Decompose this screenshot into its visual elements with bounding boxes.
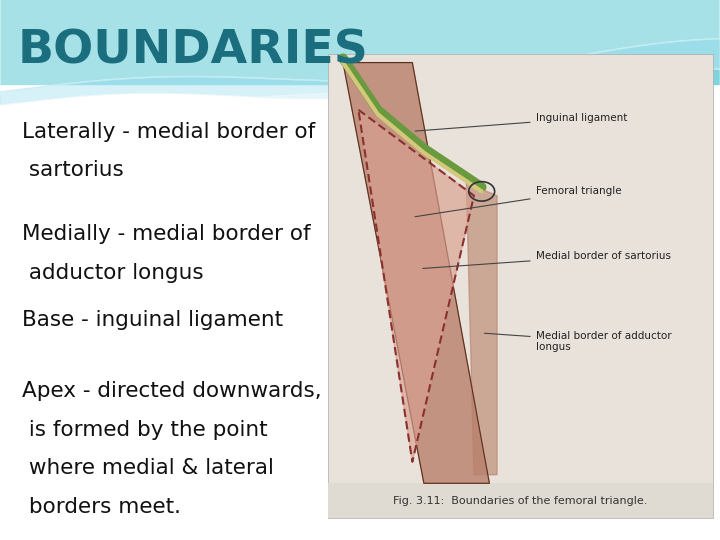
- Text: Femoral triangle: Femoral triangle: [415, 186, 621, 217]
- Text: Medial border of adductor
longus: Medial border of adductor longus: [485, 331, 671, 353]
- Text: Medially - medial border of: Medially - medial border of: [22, 224, 310, 244]
- Text: borders meet.: borders meet.: [22, 497, 181, 517]
- Text: adductor longus: adductor longus: [22, 263, 203, 283]
- Text: Laterally - medial border of: Laterally - medial border of: [22, 122, 315, 141]
- Polygon shape: [359, 110, 474, 462]
- Text: Fig. 3.11:  Boundaries of the femoral triangle.: Fig. 3.11: Boundaries of the femoral tri…: [393, 496, 647, 506]
- Bar: [328, 54, 713, 518]
- Text: Base - inguinal ligament: Base - inguinal ligament: [22, 310, 283, 330]
- Polygon shape: [343, 63, 490, 483]
- Text: Apex - directed downwards,: Apex - directed downwards,: [22, 381, 321, 401]
- Text: BOUNDARIES: BOUNDARIES: [18, 29, 369, 74]
- Text: Medial border of sartorius: Medial border of sartorius: [423, 251, 670, 268]
- Text: sartorius: sartorius: [22, 160, 123, 180]
- Bar: [328, 483, 713, 518]
- Text: where medial & lateral: where medial & lateral: [22, 458, 274, 478]
- Polygon shape: [467, 183, 497, 475]
- Text: Inguinal ligament: Inguinal ligament: [415, 113, 627, 131]
- Text: is formed by the point: is formed by the point: [22, 420, 267, 440]
